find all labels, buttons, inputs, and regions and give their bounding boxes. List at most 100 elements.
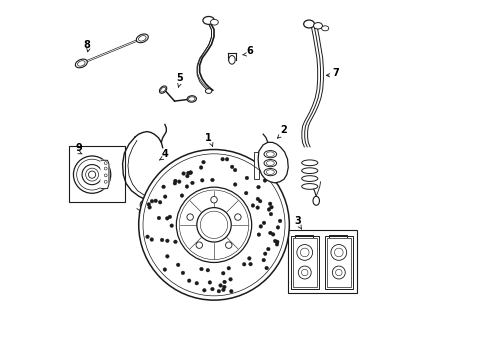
Circle shape: [275, 240, 279, 244]
Ellipse shape: [266, 152, 274, 157]
Circle shape: [225, 242, 231, 248]
Ellipse shape: [228, 55, 235, 64]
Circle shape: [296, 244, 312, 260]
Circle shape: [266, 247, 269, 251]
Circle shape: [330, 244, 346, 260]
Circle shape: [222, 285, 225, 289]
Circle shape: [199, 267, 203, 271]
Circle shape: [104, 167, 107, 170]
Circle shape: [185, 174, 189, 178]
Circle shape: [173, 181, 176, 185]
Circle shape: [221, 271, 224, 275]
Circle shape: [263, 179, 266, 182]
Circle shape: [264, 266, 268, 270]
Circle shape: [157, 216, 161, 220]
Ellipse shape: [264, 150, 276, 158]
Circle shape: [230, 165, 233, 168]
Circle shape: [88, 171, 96, 178]
Ellipse shape: [188, 97, 195, 101]
Ellipse shape: [301, 160, 317, 166]
Circle shape: [162, 185, 165, 189]
Circle shape: [301, 269, 307, 276]
Circle shape: [271, 233, 274, 236]
Circle shape: [332, 266, 345, 279]
Ellipse shape: [312, 196, 319, 205]
Circle shape: [147, 206, 151, 209]
Circle shape: [226, 266, 230, 270]
Text: 2: 2: [279, 125, 286, 135]
Text: 8: 8: [83, 40, 90, 50]
Ellipse shape: [138, 36, 146, 41]
Circle shape: [207, 281, 211, 284]
Circle shape: [163, 195, 166, 198]
Ellipse shape: [203, 17, 214, 24]
Ellipse shape: [266, 161, 274, 166]
Circle shape: [233, 183, 237, 186]
Circle shape: [257, 233, 260, 237]
Circle shape: [217, 289, 220, 293]
FancyBboxPatch shape: [324, 236, 352, 289]
Circle shape: [145, 235, 149, 239]
Circle shape: [251, 204, 254, 207]
Circle shape: [200, 179, 203, 182]
Ellipse shape: [75, 59, 87, 68]
Ellipse shape: [149, 201, 156, 210]
Ellipse shape: [140, 201, 146, 210]
Circle shape: [187, 279, 191, 283]
Circle shape: [244, 191, 247, 195]
Circle shape: [247, 257, 251, 260]
Ellipse shape: [301, 184, 317, 189]
Circle shape: [185, 185, 188, 188]
Ellipse shape: [313, 23, 322, 29]
Circle shape: [147, 203, 150, 206]
FancyBboxPatch shape: [292, 238, 316, 287]
Circle shape: [276, 226, 279, 229]
Circle shape: [77, 159, 107, 190]
Text: 1: 1: [205, 132, 212, 143]
Circle shape: [165, 255, 169, 258]
Circle shape: [335, 269, 341, 276]
Text: 3: 3: [294, 216, 300, 226]
Circle shape: [221, 157, 224, 161]
Bar: [69, 146, 125, 202]
Circle shape: [181, 271, 184, 275]
Circle shape: [163, 268, 166, 271]
Ellipse shape: [78, 61, 85, 66]
Circle shape: [73, 156, 110, 193]
Circle shape: [259, 225, 262, 228]
Circle shape: [139, 149, 289, 300]
Circle shape: [244, 176, 248, 180]
Ellipse shape: [264, 159, 276, 167]
Circle shape: [262, 258, 265, 262]
Circle shape: [165, 217, 169, 220]
Circle shape: [177, 180, 181, 184]
Ellipse shape: [187, 96, 196, 102]
Circle shape: [210, 178, 214, 182]
Circle shape: [268, 202, 271, 206]
Circle shape: [186, 171, 190, 175]
Circle shape: [233, 168, 236, 172]
Circle shape: [234, 214, 241, 220]
Circle shape: [196, 242, 202, 248]
Circle shape: [205, 269, 209, 272]
Circle shape: [210, 197, 217, 203]
Circle shape: [150, 238, 153, 241]
Ellipse shape: [161, 87, 165, 92]
FancyBboxPatch shape: [326, 238, 350, 287]
Circle shape: [158, 201, 162, 204]
Circle shape: [255, 206, 259, 210]
Circle shape: [176, 187, 251, 262]
Circle shape: [180, 194, 183, 197]
Circle shape: [150, 199, 153, 203]
Circle shape: [173, 179, 177, 183]
Circle shape: [256, 197, 259, 201]
Circle shape: [229, 289, 233, 293]
Circle shape: [223, 280, 226, 284]
Ellipse shape: [303, 20, 314, 28]
Ellipse shape: [159, 86, 166, 93]
Circle shape: [258, 199, 262, 203]
FancyBboxPatch shape: [290, 236, 318, 289]
Text: 6: 6: [246, 46, 253, 56]
Ellipse shape: [264, 168, 276, 176]
Bar: [287, 230, 357, 293]
